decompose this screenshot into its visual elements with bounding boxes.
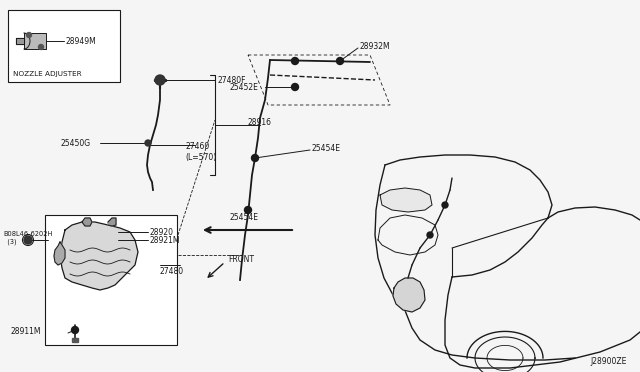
Circle shape: [427, 232, 433, 238]
Text: 25450G: 25450G: [60, 138, 90, 148]
Circle shape: [442, 202, 448, 208]
Text: 27480: 27480: [160, 267, 184, 276]
Polygon shape: [108, 218, 116, 226]
Polygon shape: [393, 278, 425, 312]
Polygon shape: [16, 38, 24, 44]
Text: 28916: 28916: [248, 118, 272, 126]
Circle shape: [24, 236, 32, 244]
Polygon shape: [380, 188, 432, 212]
Circle shape: [155, 75, 165, 85]
Polygon shape: [82, 218, 92, 226]
Bar: [8, 10, 120, 82]
Text: 25452E: 25452E: [230, 83, 259, 92]
Text: 25454E: 25454E: [230, 212, 259, 221]
Text: 28911M: 28911M: [10, 327, 40, 337]
Polygon shape: [60, 222, 138, 290]
Circle shape: [72, 327, 79, 334]
Circle shape: [291, 83, 298, 90]
Text: B08L46-6202H
  (3): B08L46-6202H (3): [3, 231, 52, 245]
Circle shape: [252, 154, 259, 161]
Bar: [45, 215, 177, 345]
Text: 28949M: 28949M: [65, 36, 96, 45]
Polygon shape: [72, 338, 78, 342]
Circle shape: [26, 32, 31, 38]
Text: 28920: 28920: [150, 228, 174, 237]
Text: FRONT: FRONT: [228, 256, 254, 264]
Text: 28921M: 28921M: [150, 235, 180, 244]
Polygon shape: [24, 33, 46, 49]
Circle shape: [291, 58, 298, 64]
Text: NOZZLE ADJUSTER: NOZZLE ADJUSTER: [13, 71, 82, 77]
Circle shape: [38, 45, 44, 49]
Circle shape: [145, 140, 151, 146]
Circle shape: [244, 206, 252, 214]
Text: 27480F: 27480F: [217, 76, 246, 84]
Text: 25454E: 25454E: [312, 144, 341, 153]
Polygon shape: [54, 242, 65, 265]
Circle shape: [337, 58, 344, 64]
Text: J28900ZE: J28900ZE: [590, 357, 627, 366]
Text: 27460
(L=570): 27460 (L=570): [185, 142, 216, 162]
Text: 28932M: 28932M: [360, 42, 390, 51]
